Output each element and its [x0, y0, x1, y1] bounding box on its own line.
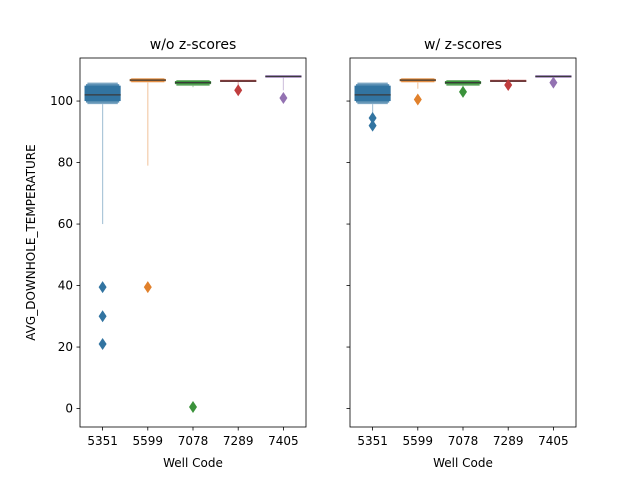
- boxen-5351: [354, 82, 391, 132]
- outlier-marker: [189, 401, 197, 414]
- y-tick-label: 100: [50, 94, 73, 108]
- x-axis-label: Well Code: [433, 456, 493, 470]
- outlier-marker: [504, 79, 513, 92]
- boxen-tail: [417, 82, 419, 89]
- outlier-marker: [368, 119, 377, 132]
- panel-right: w/ z-scores 5351 5599 7078 7289 7405 Well Code: [346, 37, 577, 470]
- y-axis-label: AVG_DOWNHOLE_TEMPERATURE: [24, 144, 38, 340]
- x-tick-label: 5599: [133, 434, 164, 448]
- boxen-tail: [192, 85, 194, 88]
- outlier-marker: [98, 310, 107, 323]
- x-tick-label: 7078: [178, 434, 209, 448]
- axes-frame: [79, 57, 307, 428]
- boxen-7405: [535, 75, 572, 89]
- boxen-7078: [444, 80, 482, 98]
- boxen-tail: [372, 104, 374, 114]
- x-tick-label: 7405: [538, 434, 569, 448]
- boxen-7289: [220, 79, 257, 97]
- outlier-marker: [459, 85, 467, 98]
- panel-title: w/ z-scores: [424, 37, 502, 53]
- boxen-box: [354, 85, 391, 102]
- boxen-5599: [129, 78, 166, 294]
- outlier-marker: [234, 84, 243, 97]
- boxen-7078: [174, 80, 212, 414]
- y-tick-label: 80: [58, 156, 73, 170]
- boxen-tail: [282, 77, 284, 91]
- boxen-box: [84, 85, 121, 102]
- axes-frame: [349, 57, 577, 428]
- x-axis-label: Well Code: [163, 456, 223, 470]
- boxen-tail: [147, 82, 149, 166]
- boxen-tail: [237, 81, 239, 86]
- boxen-7405: [265, 75, 302, 104]
- outlier-marker: [549, 76, 558, 89]
- panel-title: w/o z-scores: [150, 37, 237, 53]
- x-tick-label: 5351: [87, 434, 118, 448]
- boxen-7289: [490, 79, 527, 92]
- outlier-marker: [143, 281, 152, 294]
- outlier-marker: [413, 93, 422, 106]
- y-tick-label: 0: [65, 402, 73, 416]
- outlier-marker: [98, 337, 107, 350]
- y-tick-label: 40: [58, 279, 73, 293]
- outlier-marker: [98, 281, 107, 294]
- x-tick-label: 5599: [403, 434, 434, 448]
- outlier-marker: [279, 91, 288, 104]
- x-tick-label: 7289: [493, 434, 524, 448]
- boxen-5599: [399, 78, 436, 106]
- y-tick-label: 60: [58, 217, 73, 231]
- x-tick-label: 7289: [223, 434, 254, 448]
- x-tick-label: 5351: [357, 434, 388, 448]
- y-tick-label: 20: [58, 340, 73, 354]
- outlier-marker: [368, 111, 377, 124]
- boxen-tail: [102, 104, 104, 225]
- x-tick-label: 7405: [268, 434, 299, 448]
- boxen-5351: [84, 82, 121, 350]
- x-tick-label: 7078: [448, 434, 479, 448]
- panel-left: w/o z-scores 0 20 40 60 80 100 5351 5599 7078 7289…: [24, 37, 307, 470]
